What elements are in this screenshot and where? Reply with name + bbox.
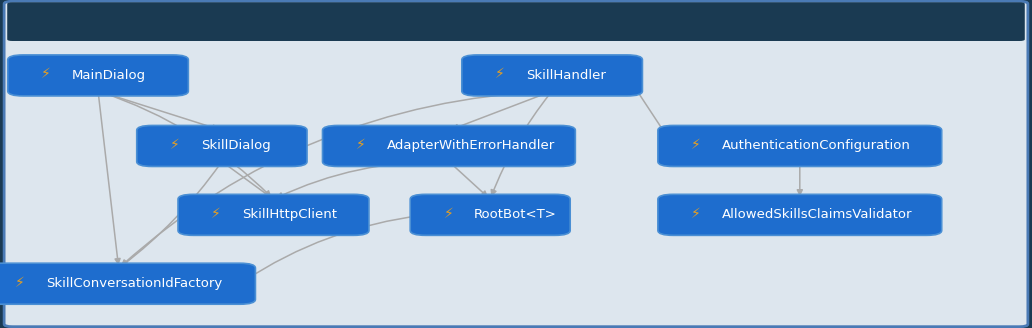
Text: ⚡: ⚡ [170, 138, 180, 152]
FancyBboxPatch shape [8, 55, 188, 96]
FancyBboxPatch shape [136, 125, 308, 166]
Text: MainDialog: MainDialog [72, 69, 146, 82]
Text: ⚡: ⚡ [444, 207, 453, 221]
Text: SkillConversationIdFactory: SkillConversationIdFactory [46, 277, 222, 290]
FancyBboxPatch shape [410, 194, 570, 236]
FancyBboxPatch shape [0, 263, 256, 304]
Text: ⚡: ⚡ [15, 276, 25, 290]
Text: AuthenticationConfiguration: AuthenticationConfiguration [722, 139, 911, 153]
Text: SkillHandler: SkillHandler [526, 69, 606, 82]
FancyBboxPatch shape [658, 125, 941, 166]
Text: AllowedSkillsClaimsValidator: AllowedSkillsClaimsValidator [722, 208, 912, 221]
Text: ⚡: ⚡ [495, 68, 505, 81]
FancyBboxPatch shape [658, 194, 941, 236]
Text: SkillDialog: SkillDialog [200, 139, 270, 153]
Text: AdapterWithErrorHandler: AdapterWithErrorHandler [387, 139, 555, 153]
Text: SkillHttpClient: SkillHttpClient [241, 208, 337, 221]
FancyBboxPatch shape [322, 125, 576, 166]
Text: ⚡: ⚡ [41, 68, 51, 81]
FancyBboxPatch shape [178, 194, 369, 236]
Text: ⚡: ⚡ [691, 207, 701, 221]
FancyBboxPatch shape [462, 55, 642, 96]
Text: ⚡: ⚡ [691, 138, 701, 152]
Text: RootBot<T>: RootBot<T> [475, 208, 557, 221]
Text: ⚡: ⚡ [212, 207, 221, 221]
Text: ↻: ↻ [15, 19, 30, 37]
Text: ⚡: ⚡ [356, 138, 365, 152]
